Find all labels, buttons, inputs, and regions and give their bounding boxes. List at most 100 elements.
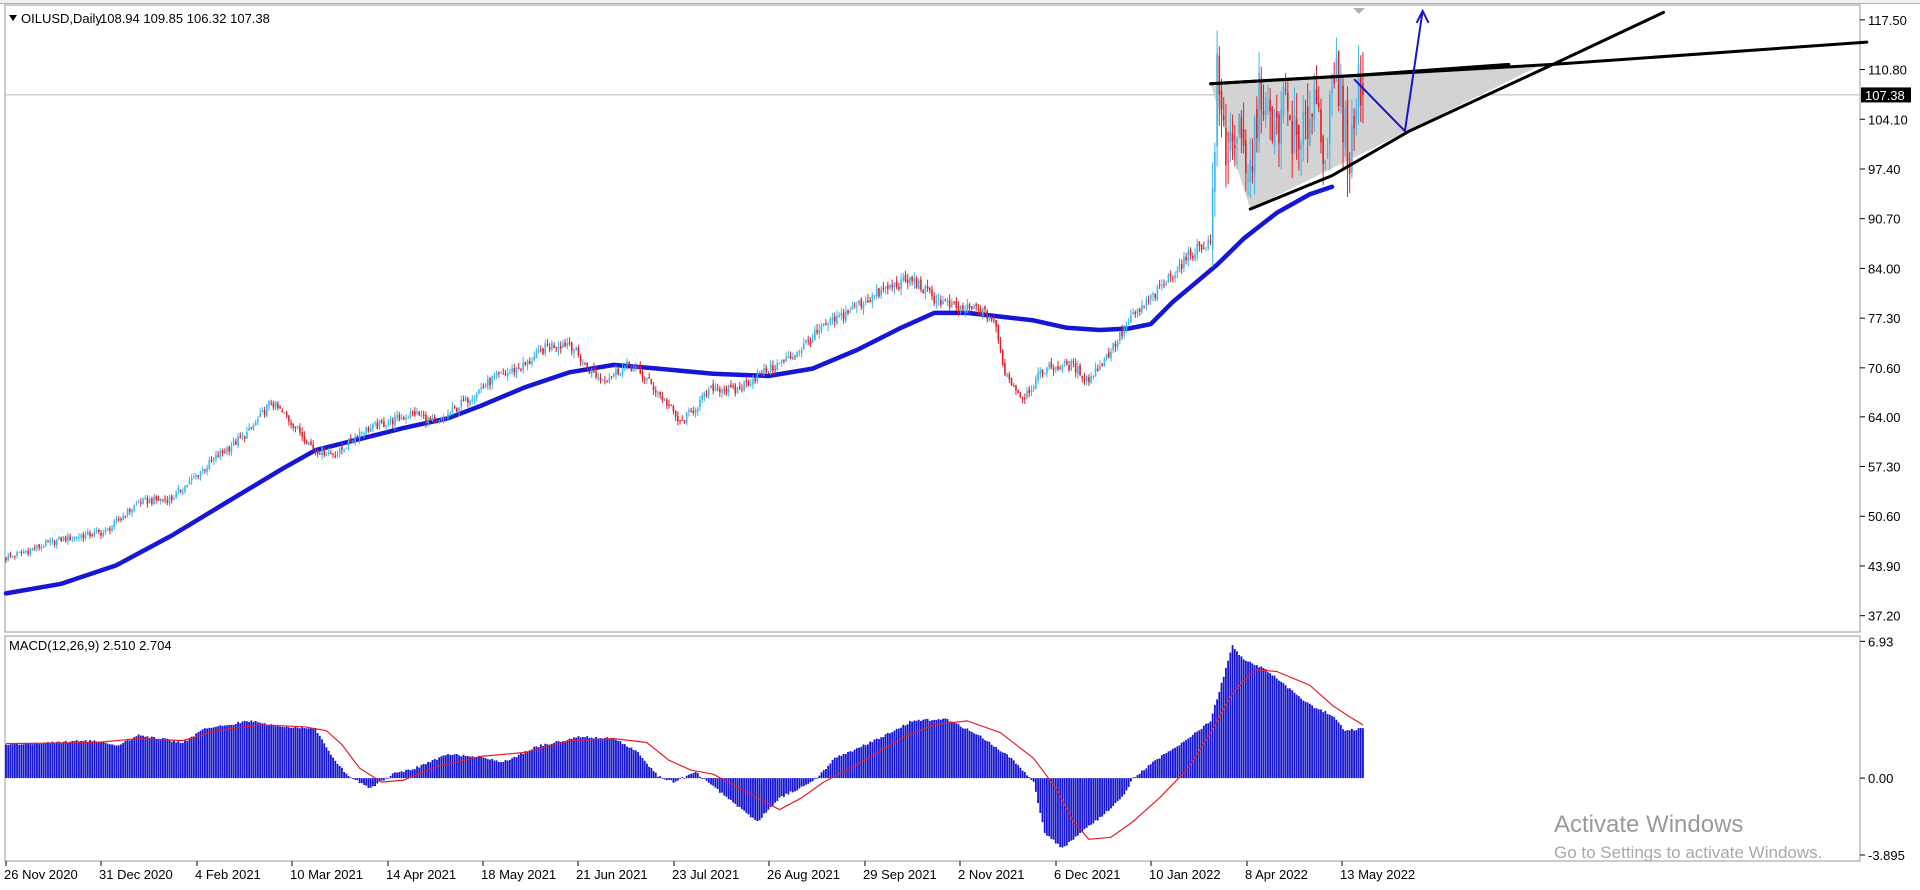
candle xyxy=(654,386,657,398)
candle-body xyxy=(115,519,118,522)
candle-body xyxy=(1324,160,1327,164)
macd-bar xyxy=(1194,732,1196,779)
macd-bar xyxy=(785,778,788,794)
macd-bar xyxy=(113,745,116,779)
candle-body xyxy=(546,344,549,346)
candle xyxy=(1043,372,1046,375)
trendlines[interactable] xyxy=(1209,10,1869,211)
time-tick-label: 31 Dec 2020 xyxy=(99,867,173,882)
macd-bar xyxy=(508,759,511,779)
candle xyxy=(179,489,182,494)
macd-bar xyxy=(1085,778,1088,828)
wedge-pattern[interactable] xyxy=(1210,64,1542,210)
candle xyxy=(584,362,586,366)
candle-body xyxy=(303,435,306,442)
macd-bar xyxy=(195,733,197,779)
candle xyxy=(1088,374,1090,386)
macd-bar xyxy=(248,722,250,779)
macd-bar xyxy=(939,719,942,779)
candle xyxy=(1264,92,1267,129)
macd-bar xyxy=(533,746,536,779)
candle xyxy=(966,298,969,314)
candle-body xyxy=(292,423,295,428)
candle xyxy=(456,407,458,415)
macd-bar xyxy=(1063,778,1066,847)
candle-body xyxy=(173,498,175,500)
macd-bar xyxy=(91,741,94,779)
macd-bar xyxy=(137,734,140,779)
macd-bar xyxy=(977,734,980,779)
macd-bar xyxy=(774,778,776,803)
candle xyxy=(785,352,787,363)
candle-body xyxy=(1090,376,1092,383)
macd-bar xyxy=(581,736,584,779)
macd-bar xyxy=(557,741,560,779)
macd-bar xyxy=(413,769,416,779)
candle-body xyxy=(486,378,489,387)
candle-body xyxy=(1028,389,1031,393)
chart-menu-triangle-icon[interactable] xyxy=(9,15,17,21)
macd-bar xyxy=(497,762,500,779)
candle xyxy=(137,499,140,504)
candle-body xyxy=(964,310,966,312)
macd-bar xyxy=(1302,700,1305,779)
candle xyxy=(836,310,838,325)
candle xyxy=(993,315,995,324)
candle-body xyxy=(915,277,918,288)
macd-bar xyxy=(1107,778,1110,811)
candle xyxy=(1012,383,1015,387)
candle xyxy=(641,369,644,383)
candle xyxy=(1211,162,1214,268)
candle-body xyxy=(338,448,341,454)
candle xyxy=(40,543,43,552)
candle xyxy=(495,370,498,380)
macd-bar xyxy=(661,777,664,779)
price-panel[interactable] xyxy=(4,4,1861,633)
macd-bar xyxy=(1050,778,1053,839)
macd-bar xyxy=(844,754,847,779)
macd-bar xyxy=(712,778,715,786)
candle xyxy=(1119,331,1121,345)
candle xyxy=(528,357,531,365)
macd-bar xyxy=(250,720,253,779)
macd-bar xyxy=(886,733,889,779)
candle xyxy=(394,412,396,431)
macd-bar xyxy=(663,778,666,780)
macd-bar xyxy=(1331,715,1333,779)
candle xyxy=(334,451,337,459)
candle-body xyxy=(641,371,644,379)
candle-body xyxy=(1222,115,1225,120)
macd-bar xyxy=(1229,652,1232,779)
candle-body xyxy=(274,401,277,409)
shift-marker-icon[interactable] xyxy=(1353,8,1365,14)
macd-bar xyxy=(612,738,615,779)
candle-body xyxy=(767,372,770,374)
macd-bar xyxy=(254,720,257,779)
candle xyxy=(630,364,633,372)
candle-body xyxy=(553,345,555,349)
candle-body xyxy=(575,347,577,351)
candle-body xyxy=(889,284,891,289)
macd-bar xyxy=(789,778,792,792)
macd-bar xyxy=(1362,728,1364,779)
candle xyxy=(111,524,113,533)
macd-bar xyxy=(1355,730,1358,779)
macd-bar xyxy=(491,758,494,779)
candle-body xyxy=(75,537,78,539)
candle-body xyxy=(1180,264,1183,269)
candle xyxy=(1280,91,1282,169)
macd-bar xyxy=(570,738,573,779)
candle xyxy=(555,346,558,353)
candle-body xyxy=(1112,343,1115,351)
macd-bar xyxy=(1240,656,1243,779)
candle xyxy=(1293,87,1296,154)
macd-bar xyxy=(102,742,105,779)
macd-bar xyxy=(1017,765,1020,779)
candle xyxy=(763,363,765,377)
forecast-arrow[interactable] xyxy=(1353,8,1430,133)
macd-bar xyxy=(1267,672,1269,779)
macd-bar xyxy=(1278,680,1280,779)
macd-bar xyxy=(409,770,412,779)
candle-body xyxy=(997,324,1000,340)
